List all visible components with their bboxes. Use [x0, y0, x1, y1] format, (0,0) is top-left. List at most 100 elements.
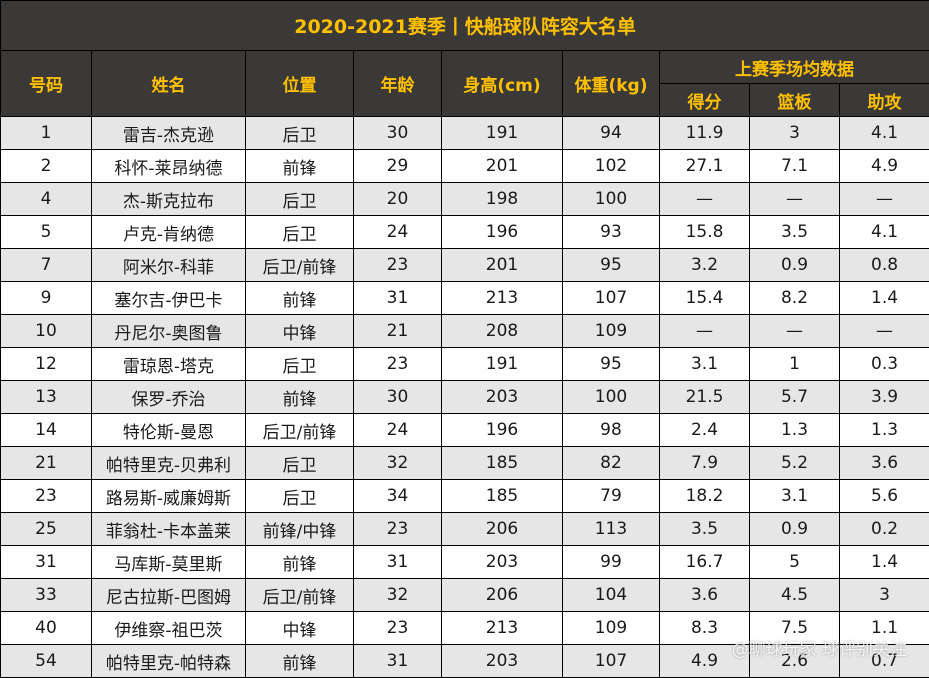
- cell-points: 3.2: [659, 248, 750, 282]
- cell-points: 2.4: [659, 413, 750, 447]
- cell-name: 阿米尔-科菲: [91, 248, 246, 282]
- cell-age: 31: [353, 281, 442, 315]
- cell-height: 196: [441, 215, 563, 249]
- cell-number: 12: [0, 347, 92, 381]
- cell-assists: 4.1: [838, 215, 929, 249]
- cell-height: 213: [441, 611, 563, 645]
- cell-rebounds: 5.7: [749, 380, 840, 414]
- cell-height: 201: [441, 149, 563, 183]
- table-row: 13 保罗-乔治 前锋 30 203 100 21.5 5.7 3.9: [0, 380, 929, 414]
- table-row: 12 雷琼恩-塔克 后卫 23 191 95 3.1 1 0.3: [0, 347, 929, 381]
- cell-number: 21: [0, 446, 92, 480]
- cell-weight: 79: [562, 479, 660, 513]
- cell-rebounds: —: [749, 314, 840, 348]
- cell-rebounds: 3.5: [749, 215, 840, 249]
- cell-name: 丹尼尔-奥图鲁: [91, 314, 246, 348]
- cell-assists: 1.3: [838, 413, 929, 447]
- cell-height: 201: [441, 248, 563, 282]
- cell-height: 206: [441, 578, 563, 612]
- cell-position: 前锋: [245, 644, 354, 678]
- table-row: 14 特伦斯-曼恩 后卫/前锋 24 196 98 2.4 1.3 1.3: [0, 413, 929, 447]
- cell-number: 2: [0, 149, 92, 183]
- cell-name: 雷琼恩-塔克: [91, 347, 246, 381]
- cell-name: 塞尔吉-伊巴卡: [91, 281, 246, 315]
- cell-name: 路易斯-威廉姆斯: [91, 479, 246, 513]
- cell-rebounds: 3: [749, 116, 840, 150]
- cell-rebounds: 8.2: [749, 281, 840, 315]
- cell-position: 前锋: [245, 149, 354, 183]
- cell-rebounds: 5: [749, 545, 840, 579]
- table-row: 5 卢克-肯纳德 后卫 24 196 93 15.8 3.5 4.1: [0, 215, 929, 249]
- cell-assists: 0.3: [838, 347, 929, 381]
- cell-assists: 0.2: [838, 512, 929, 546]
- cell-height: 191: [441, 347, 563, 381]
- cell-number: 33: [0, 578, 92, 612]
- cell-position: 中锋: [245, 611, 354, 645]
- header-height: 身高(cm): [441, 50, 563, 117]
- table-row: 23 路易斯-威廉姆斯 后卫 34 185 79 18.2 3.1 5.6: [0, 479, 929, 513]
- cell-assists: 1.1: [838, 611, 929, 645]
- cell-position: 后卫: [245, 347, 354, 381]
- cell-position: 后卫: [245, 446, 354, 480]
- table-row: 54 帕特里克-帕特森 前锋 31 203 107 4.9 2.6 0.7: [0, 644, 929, 678]
- cell-points: 8.3: [659, 611, 750, 645]
- cell-number: 13: [0, 380, 92, 414]
- cell-number: 54: [0, 644, 92, 678]
- cell-number: 25: [0, 512, 92, 546]
- cell-height: 185: [441, 446, 563, 480]
- cell-number: 7: [0, 248, 92, 282]
- cell-rebounds: 7.5: [749, 611, 840, 645]
- header-assists: 助攻: [838, 83, 929, 117]
- cell-position: 中锋: [245, 314, 354, 348]
- cell-weight: 109: [562, 314, 660, 348]
- cell-height: 203: [441, 380, 563, 414]
- cell-position: 前锋/中锋: [245, 512, 354, 546]
- cell-assists: —: [838, 314, 929, 348]
- cell-rebounds: 0.9: [749, 248, 840, 282]
- cell-points: 3.5: [659, 512, 750, 546]
- cell-weight: 107: [562, 281, 660, 315]
- cell-name: 科怀-莱昂纳德: [91, 149, 246, 183]
- cell-age: 29: [353, 149, 442, 183]
- header-name: 姓名: [91, 50, 246, 117]
- cell-assists: 0.8: [838, 248, 929, 282]
- cell-position: 后卫/前锋: [245, 248, 354, 282]
- cell-points: 16.7: [659, 545, 750, 579]
- table-title: 2020-2021赛季丨快船球队阵容大名单: [0, 0, 929, 51]
- cell-age: 23: [353, 611, 442, 645]
- cell-age: 31: [353, 644, 442, 678]
- cell-age: 30: [353, 380, 442, 414]
- cell-number: 10: [0, 314, 92, 348]
- cell-age: 34: [353, 479, 442, 513]
- table-row: 21 帕特里克-贝弗利 后卫 32 185 82 7.9 5.2 3.6: [0, 446, 929, 480]
- cell-points: 15.8: [659, 215, 750, 249]
- cell-age: 30: [353, 116, 442, 150]
- cell-rebounds: 7.1: [749, 149, 840, 183]
- cell-assists: 3.9: [838, 380, 929, 414]
- header-points: 得分: [659, 83, 750, 117]
- cell-name: 帕特里克-帕特森: [91, 644, 246, 678]
- cell-height: 191: [441, 116, 563, 150]
- cell-number: 14: [0, 413, 92, 447]
- cell-height: 213: [441, 281, 563, 315]
- table-row: 1 雷吉-杰克逊 后卫 30 191 94 11.9 3 4.1: [0, 116, 929, 150]
- cell-name: 保罗-乔治: [91, 380, 246, 414]
- cell-name: 雷吉-杰克逊: [91, 116, 246, 150]
- cell-weight: 95: [562, 248, 660, 282]
- cell-rebounds: 0.9: [749, 512, 840, 546]
- table-row: 10 丹尼尔-奥图鲁 中锋 21 208 109 — — —: [0, 314, 929, 348]
- cell-weight: 100: [562, 182, 660, 216]
- cell-age: 32: [353, 578, 442, 612]
- cell-rebounds: 1: [749, 347, 840, 381]
- header-age: 年龄: [353, 50, 442, 117]
- cell-name: 杰-斯克拉布: [91, 182, 246, 216]
- cell-name: 菲翁杜-卡本盖莱: [91, 512, 246, 546]
- cell-rebounds: 5.2: [749, 446, 840, 480]
- cell-assists: 3.6: [838, 446, 929, 480]
- cell-number: 5: [0, 215, 92, 249]
- cell-assists: 0.7: [838, 644, 929, 678]
- cell-height: 203: [441, 644, 563, 678]
- cell-height: 206: [441, 512, 563, 546]
- cell-points: 27.1: [659, 149, 750, 183]
- cell-weight: 93: [562, 215, 660, 249]
